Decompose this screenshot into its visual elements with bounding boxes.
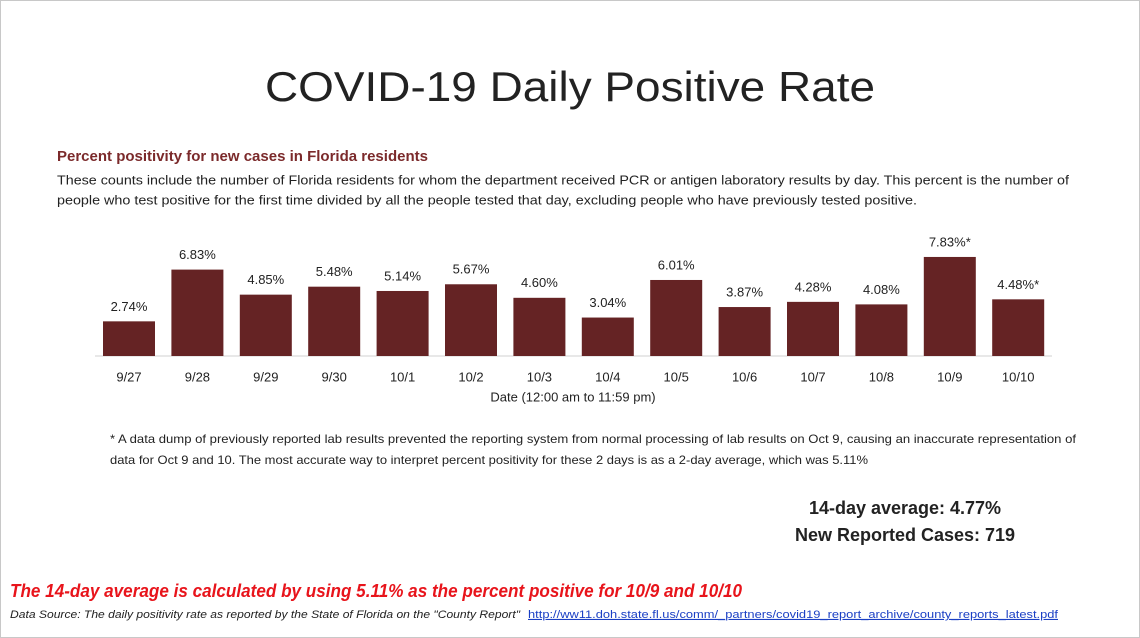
value-label: 3.87% xyxy=(726,284,763,299)
x-tick-label: 9/30 xyxy=(322,369,347,384)
x-tick-label: 10/10 xyxy=(1002,369,1035,384)
bar xyxy=(923,256,976,356)
bar xyxy=(718,307,771,356)
value-label: 4.48%* xyxy=(997,277,1039,292)
slide-title: COVID-19 Daily Positive Rate xyxy=(265,63,875,110)
bar xyxy=(787,301,839,356)
bar xyxy=(650,279,703,356)
summary-cases: New Reported Cases: 719 xyxy=(795,525,1015,545)
footnote: data for Oct 9 and 10. The most accurate… xyxy=(110,453,868,467)
bar xyxy=(992,299,1045,356)
value-label: 4.60% xyxy=(521,275,558,290)
summary-average: 14-day average: 4.77% xyxy=(809,498,1001,518)
bar xyxy=(308,286,361,356)
bar xyxy=(445,284,497,356)
bar xyxy=(171,269,224,356)
bar xyxy=(239,294,292,356)
x-tick-label: 10/5 xyxy=(664,369,689,384)
value-label: 4.08% xyxy=(863,282,900,297)
source-link[interactable]: http://ww11.doh.state.fl.us/comm/_partne… xyxy=(528,609,1059,621)
x-tick-label: 9/29 xyxy=(253,369,278,384)
x-tick-label: 10/4 xyxy=(595,369,620,384)
chart-title: Percent positivity for new cases in Flor… xyxy=(57,148,428,165)
chart-description: These counts include the number of Flori… xyxy=(57,172,1069,187)
value-label: 5.14% xyxy=(384,268,421,283)
bar xyxy=(581,317,634,356)
value-label: 2.74% xyxy=(111,299,148,314)
value-label: 7.83%* xyxy=(929,234,971,249)
footnote: * A data dump of previously reported lab… xyxy=(110,432,1077,446)
value-label: 5.48% xyxy=(316,264,353,279)
x-tick-label: 10/9 xyxy=(937,369,962,384)
bar xyxy=(513,297,566,356)
value-label: 4.85% xyxy=(247,272,284,287)
chart-description: people who test positive for the first t… xyxy=(57,192,917,207)
value-label: 4.28% xyxy=(795,279,832,294)
x-tick-label: 10/6 xyxy=(732,369,757,384)
x-tick-label: 10/8 xyxy=(869,369,894,384)
x-tick-label: 10/2 xyxy=(458,369,483,384)
x-axis-label: Date (12:00 am to 11:59 pm) xyxy=(490,389,655,404)
data-source: Data Source: The daily positivity rate a… xyxy=(10,609,521,621)
x-tick-label: 9/28 xyxy=(185,369,210,384)
bar xyxy=(103,321,155,356)
x-tick-label: 10/7 xyxy=(800,369,825,384)
value-label: 3.04% xyxy=(589,295,626,310)
bar xyxy=(376,290,429,356)
x-tick-label: 10/3 xyxy=(527,369,552,384)
value-label: 6.83% xyxy=(179,247,216,262)
value-label: 6.01% xyxy=(658,257,695,272)
x-tick-label: 9/27 xyxy=(116,369,141,384)
bar xyxy=(855,304,908,356)
value-label: 5.67% xyxy=(453,262,490,277)
calculation-note: The 14-day average is calculated by usin… xyxy=(10,581,742,601)
x-tick-label: 10/1 xyxy=(390,369,415,384)
